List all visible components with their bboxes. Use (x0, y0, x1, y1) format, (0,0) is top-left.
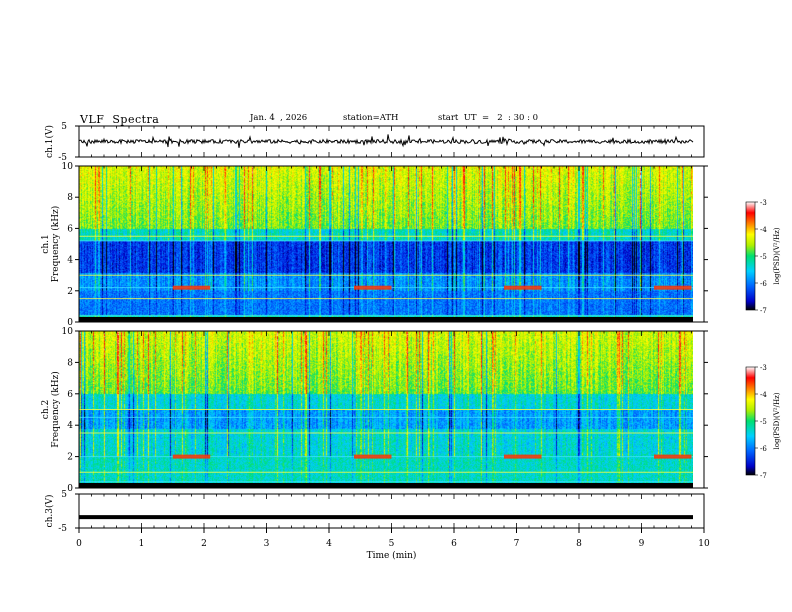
date-label: Jan. 4 , 2026 (250, 113, 308, 123)
ch1-waveform-ylabel: ch.1(V) (44, 125, 55, 158)
start-time-label: start UT = 2 : 30 : 0 (438, 113, 539, 123)
x-tick-label: 0 (76, 539, 82, 549)
y-tick-label: -5 (58, 153, 67, 163)
ch2-frequency-label: Frequency (kHz) (50, 371, 61, 448)
x-tick-label: 7 (514, 539, 520, 549)
y-tick-label: 6 (67, 224, 73, 234)
y-tick-label: 0 (67, 318, 73, 328)
y-tick-label: 4 (67, 256, 73, 266)
ch2-baseline-band (79, 483, 693, 488)
colorbar-2 (745, 366, 756, 476)
y-tick-label: 2 (67, 287, 73, 297)
colorbar-tick-label: -7 (760, 307, 767, 315)
station-label: station=ATH (343, 113, 399, 123)
ch2-spectral-lines (79, 409, 693, 483)
ch2-burst (654, 454, 692, 459)
x-tick-label: 9 (639, 539, 645, 549)
colorbar-label: log(PSD)(V²/Hz) (773, 392, 781, 449)
colorbar-tick-label: -6 (760, 445, 767, 453)
x-tick-label: 2 (201, 539, 207, 549)
ch2-channel-label: ch.2 (41, 400, 51, 419)
y-tick-label: 0 (67, 484, 73, 494)
colorbar-tick-label: -7 (760, 472, 767, 480)
ch2-burst (354, 454, 392, 459)
y-tick-label: -5 (58, 524, 67, 534)
x-tick-label: 5 (389, 539, 395, 549)
colorbar-tick-label: -5 (760, 418, 767, 426)
y-tick-label: 2 (67, 453, 73, 463)
ch1-burst (654, 285, 692, 290)
colorbar-tick-label: -6 (760, 280, 767, 288)
ch1-spectral-lines (79, 235, 693, 317)
y-tick-label: 4 (67, 421, 73, 431)
colorbar-label: log(PSD)(V²/Hz) (773, 227, 781, 284)
y-tick-label: 10 (62, 327, 74, 337)
x-tick-label: 10 (698, 539, 710, 549)
ch1-waveform-trace (78, 134, 694, 148)
figure-title: VLF Spectra (80, 113, 160, 126)
x-tick-label: 8 (576, 539, 582, 549)
y-tick-label: 5 (61, 490, 67, 500)
ch1-burst (504, 285, 542, 290)
x-tick-label: 1 (139, 539, 145, 549)
ch1-frequency-label: Frequency (kHz) (50, 206, 61, 283)
colorbar-tick-label: -4 (760, 226, 767, 234)
colorbar-1 (745, 201, 756, 311)
ch2-burst (504, 454, 542, 459)
y-tick-label: 8 (67, 358, 73, 368)
ch1-spectrogram-image (79, 166, 693, 322)
x-tick-label: 6 (451, 539, 457, 549)
ch2-burst (172, 454, 211, 459)
ch3-waveform-ylabel: ch.3(V) (44, 495, 55, 528)
y-tick-label: 5 (61, 122, 67, 132)
x-tick-label: 3 (264, 539, 270, 549)
y-tick-label: 10 (62, 162, 74, 172)
time-axis-label: Time (min) (367, 550, 417, 561)
colorbar-tick-label: -3 (760, 199, 767, 207)
colorbar-tick-label: -5 (760, 253, 767, 261)
colorbar-tick-label: -3 (760, 364, 767, 372)
colorbar-tick-label: -4 (760, 391, 767, 399)
ch1-burst (172, 285, 211, 290)
y-tick-label: 6 (67, 390, 73, 400)
y-tick-label: 8 (67, 193, 73, 203)
ch1-burst (354, 285, 392, 290)
ch1-baseline-band (79, 317, 693, 322)
ch1-channel-label: ch.1 (41, 234, 51, 253)
ch3-waveform-frame (78, 493, 705, 529)
x-tick-label: 4 (326, 539, 332, 549)
